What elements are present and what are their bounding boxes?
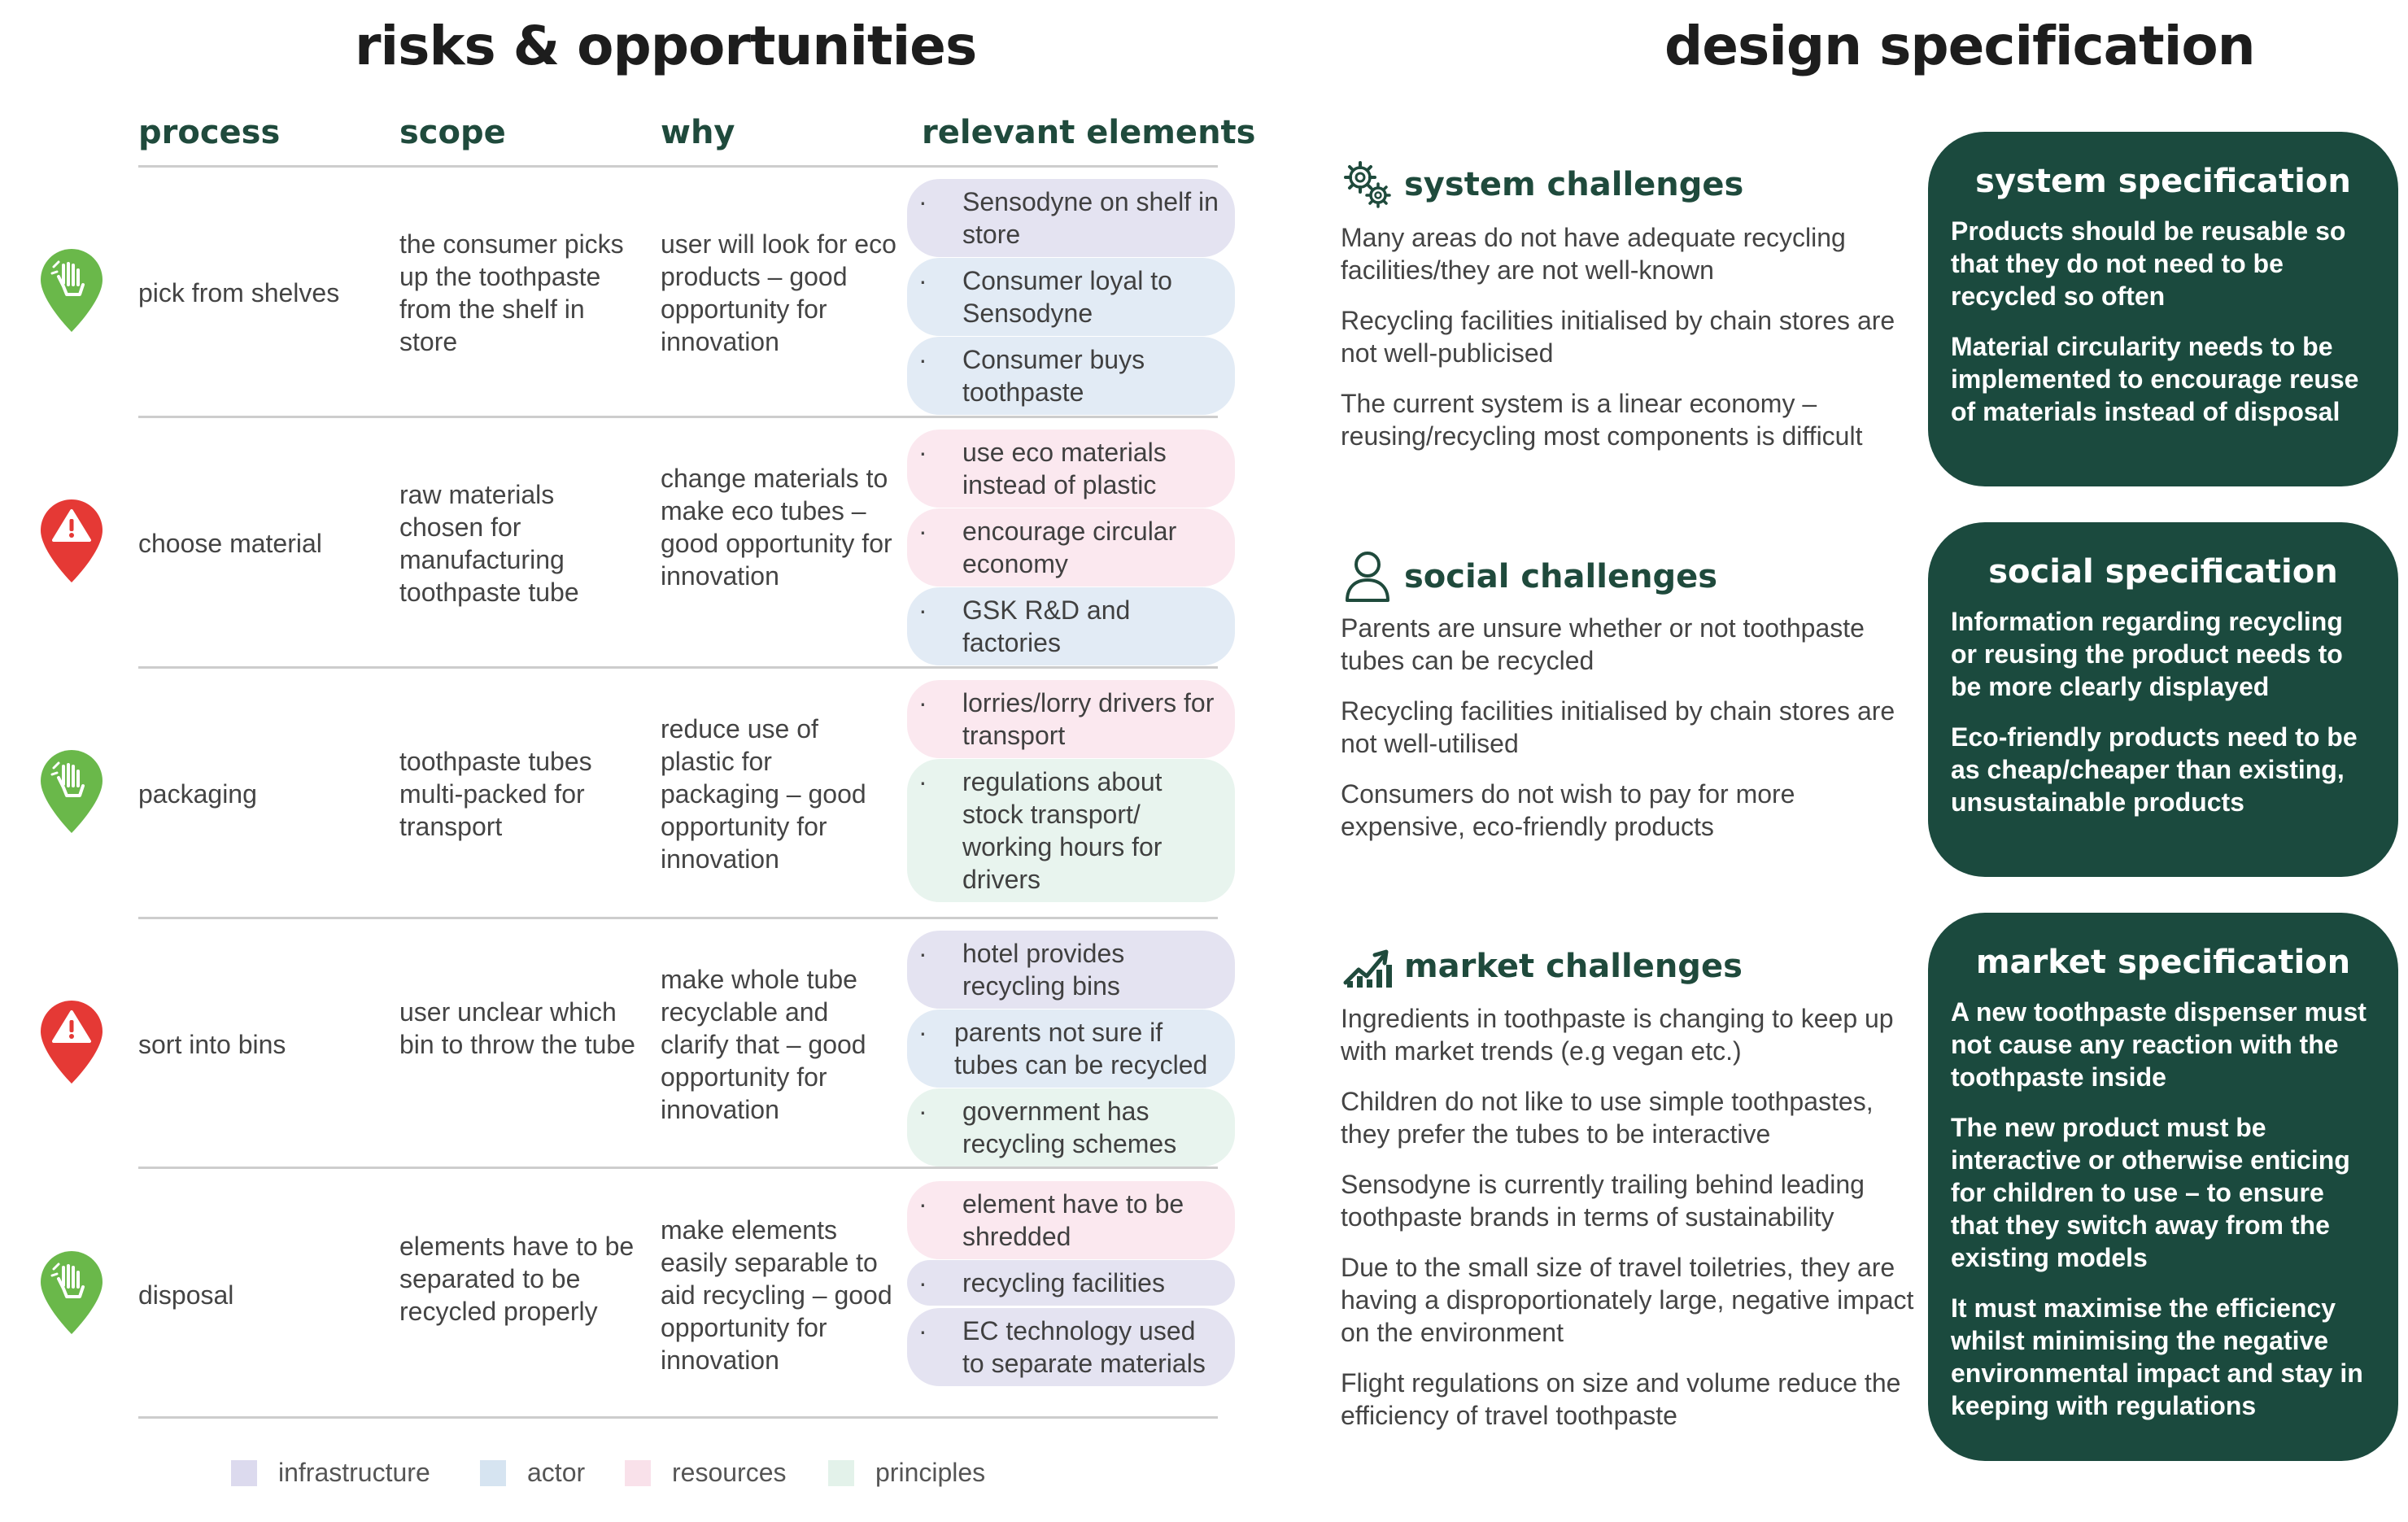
element-pill-actor: parents not sure if tubes can be recycle… xyxy=(907,1010,1235,1088)
why-cell: reduce use of plastic for packaging – go… xyxy=(661,714,866,874)
market-specification-card: market specification A new toothpaste di… xyxy=(1928,913,2398,1461)
why-cell: make elements easily separable to aid re… xyxy=(661,1215,892,1375)
spec-title: system specification xyxy=(1975,163,2351,200)
opportunity-pin-icon xyxy=(41,249,103,332)
section-heading-text: market challenges xyxy=(1404,948,1743,985)
why-cell: make whole tube recyclable and clarify t… xyxy=(661,965,866,1124)
process-cell: packaging xyxy=(138,779,257,809)
market-challenges-list: Ingredients in toothpaste is changing to… xyxy=(1341,1002,1926,1450)
legend-label: infrastructure xyxy=(278,1458,430,1487)
spec-title: market specification xyxy=(1975,944,2351,981)
element-pill-infrastructure: EC technology used to separate materials xyxy=(907,1308,1235,1386)
column-header-process: process xyxy=(138,114,281,151)
system-specification-card: system specification Products should be … xyxy=(1928,132,2398,486)
spec-item: Information regarding recycling or reusi… xyxy=(1951,607,2343,701)
social-challenges-heading: social challenges xyxy=(1342,550,1717,604)
element-pill-actor: Consumer buys toothpaste xyxy=(907,337,1235,415)
element-pill-resources: encourage circular economy xyxy=(907,508,1235,587)
why-cell: change materials to make eco tubes – goo… xyxy=(661,464,892,591)
legend-label: resources xyxy=(672,1458,787,1487)
spec-item: Eco-friendly products need to be as chea… xyxy=(1951,722,2358,817)
challenge-item: Flight regulations on size and volume re… xyxy=(1341,1368,1901,1430)
process-cell: choose material xyxy=(138,529,322,558)
element-pill-infrastructure: recycling facilities xyxy=(907,1260,1235,1306)
spec-title: social specification xyxy=(1988,553,2338,591)
row-divider xyxy=(138,416,1218,418)
element-pill-infrastructure: hotel provides recycling bins xyxy=(907,931,1235,1009)
opportunity-pin-icon xyxy=(41,750,103,833)
risk-pin-icon xyxy=(41,1001,103,1084)
element-pill-principles: regulations about stock transport/ worki… xyxy=(907,759,1235,902)
risk-pin-icon xyxy=(41,499,103,582)
social-specification-card: social specification Information regardi… xyxy=(1928,522,2398,877)
element-pill-resources: lorries/lorry drivers for transport xyxy=(907,680,1235,758)
process-cell: sort into bins xyxy=(138,1030,286,1059)
element-pill-resources: use eco materials instead of plastic xyxy=(907,430,1235,508)
challenge-item: Parents are unsure whether or not toothp… xyxy=(1341,613,1865,675)
section-heading-text: system challenges xyxy=(1404,166,1744,203)
section-heading-text: social challenges xyxy=(1404,558,1718,595)
legend-item-actor: actor xyxy=(480,1458,585,1488)
column-header-relevant-elements: relevant elements xyxy=(922,114,1256,151)
challenge-item: Children do not like to use simple tooth… xyxy=(1341,1087,1874,1149)
scope-cell: user unclear which bin to throw the tube xyxy=(399,997,635,1059)
why-cell: user will look for eco products – good o… xyxy=(661,229,896,356)
legend-item-resources: resources xyxy=(625,1458,787,1488)
growth-chart-icon xyxy=(1343,949,1392,988)
market-challenges-heading: market challenges xyxy=(1342,944,1743,989)
legend-swatch xyxy=(625,1459,651,1486)
legend-item-infrastructure: infrastructure xyxy=(231,1458,430,1488)
process-cell: disposal xyxy=(138,1280,234,1310)
legend-label: actor xyxy=(527,1458,586,1487)
scope-cell: the consumer picks up the toothpaste fro… xyxy=(399,229,624,356)
row-divider xyxy=(138,1167,1218,1169)
legend-item-principles: principles xyxy=(828,1458,985,1488)
challenge-item: Consumers do not wish to pay for more ex… xyxy=(1341,779,1795,841)
system-challenges-heading: system challenges xyxy=(1342,159,1743,210)
scope-cell: toothpaste tubes multi-packed for transp… xyxy=(399,747,592,841)
challenge-item: Many areas do not have adequate recyclin… xyxy=(1341,223,1846,285)
challenge-item: Ingredients in toothpaste is changing to… xyxy=(1341,1004,1894,1066)
legend-swatch xyxy=(828,1459,854,1486)
social-challenges-list: Parents are unsure whether or not toothp… xyxy=(1341,612,1926,861)
spec-item: Material circularity needs to be impleme… xyxy=(1951,332,2359,426)
challenge-item: The current system is a linear economy –… xyxy=(1341,389,1863,451)
legend-swatch xyxy=(480,1459,506,1486)
row-divider xyxy=(138,165,1218,168)
scope-cell: raw materials chosen for manufacturing t… xyxy=(399,480,579,607)
element-pill-resources: element have to be shredded xyxy=(907,1181,1235,1259)
column-header-scope: scope xyxy=(399,114,506,151)
challenge-item: Due to the small size of travel toiletri… xyxy=(1341,1253,1914,1347)
opportunity-pin-icon xyxy=(41,1251,103,1334)
element-pill-actor: Consumer loyal to Sensodyne xyxy=(907,258,1235,336)
element-pill-infrastructure: Sensodyne on shelf in store xyxy=(907,179,1235,257)
spec-item: A new toothpaste dispenser must not caus… xyxy=(1951,997,2367,1092)
design-specification-title: design specification xyxy=(1664,15,2256,77)
challenge-item: Recycling facilities initialised by chai… xyxy=(1341,696,1895,758)
row-divider xyxy=(138,917,1218,919)
scope-cell: elements have to be separated to be recy… xyxy=(399,1232,635,1326)
row-divider xyxy=(138,1416,1218,1419)
row-divider xyxy=(138,666,1218,669)
challenge-item: Sensodyne is currently trailing behind l… xyxy=(1341,1170,1865,1232)
gears-icon xyxy=(1344,161,1391,208)
column-header-why: why xyxy=(661,114,735,151)
spec-item: The new product must be interactive or o… xyxy=(1951,1113,2350,1272)
element-pill-principles: government has recycling schemes xyxy=(907,1088,1235,1167)
risks-opportunities-title: risks & opportunities xyxy=(355,15,977,77)
system-challenges-list: Many areas do not have adequate recyclin… xyxy=(1341,221,1926,470)
challenge-item: Recycling facilities initialised by chai… xyxy=(1341,306,1895,368)
legend-label: principles xyxy=(875,1458,986,1487)
legend-swatch xyxy=(231,1459,257,1486)
person-icon xyxy=(1346,552,1389,602)
element-pill-actor: GSK R&D and factories xyxy=(907,587,1235,665)
spec-item: It must maximise the efficiency whilst m… xyxy=(1951,1293,2363,1420)
process-cell: pick from shelves xyxy=(138,278,340,307)
spec-item: Products should be reusable so that they… xyxy=(1951,216,2346,311)
